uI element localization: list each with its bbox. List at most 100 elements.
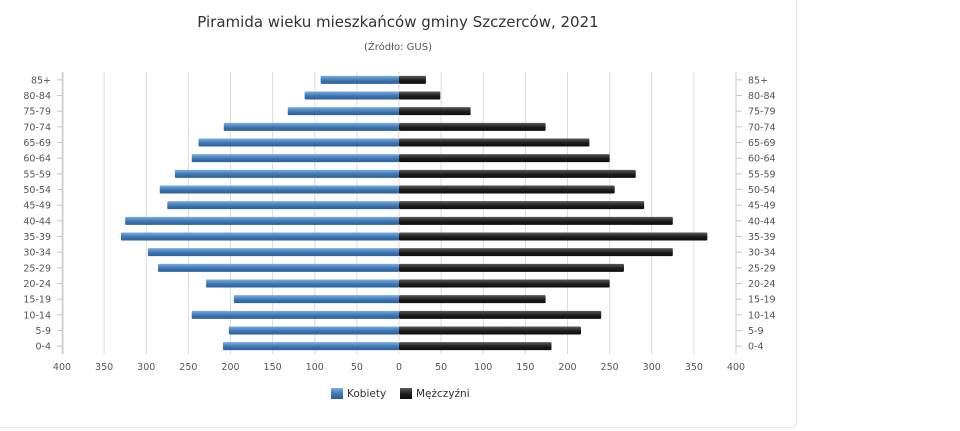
x-tick-label: 400 xyxy=(727,362,745,373)
age-labels-left: 85+ 80-84 75-79 70-74 65-69 60-64 55-59 50-54 45… xyxy=(23,75,63,353)
age-label: 45-49 xyxy=(23,201,51,212)
age-label: 30-34 xyxy=(748,248,776,259)
age-label: 70-74 xyxy=(23,122,51,133)
age-label: 55-59 xyxy=(23,169,51,180)
age-label: 30-34 xyxy=(23,248,51,259)
age-label: 50-54 xyxy=(23,185,51,196)
bar-mezczyzni xyxy=(399,326,581,335)
age-labels-right: 85+ 80-84 75-79 70-74 65-69 60-64 55-59 50-54 45… xyxy=(736,75,776,353)
age-label: 65-69 xyxy=(748,138,776,149)
age-label: 25-29 xyxy=(23,263,51,274)
x-tick-label: 0 xyxy=(396,362,402,373)
chart-subtitle: (Źródło: GUS) xyxy=(364,40,432,53)
x-tick-label: 300 xyxy=(643,362,661,373)
age-label: 60-64 xyxy=(23,154,51,165)
bar-kobiety xyxy=(198,138,399,147)
age-label: 85+ xyxy=(748,75,768,86)
population-pyramid-chart: Piramida wieku mieszkańców gminy Szczerc… xyxy=(23,13,776,400)
age-label: 80-84 xyxy=(23,91,51,102)
bar-kobiety xyxy=(228,326,399,335)
x-tick-label: 100 xyxy=(474,362,492,373)
bar-mezczyzni xyxy=(399,279,610,288)
bar-kobiety xyxy=(233,295,399,304)
age-label: 10-14 xyxy=(23,310,51,321)
age-label: 50-54 xyxy=(748,185,776,196)
x-tick-label: 50 xyxy=(435,362,447,373)
bar-kobiety xyxy=(125,216,399,225)
x-tick-label: 350 xyxy=(685,362,703,373)
x-tick-label: 200 xyxy=(221,362,239,373)
x-tick-label: 300 xyxy=(137,362,155,373)
age-label: 40-44 xyxy=(23,216,51,227)
x-tick-label: 250 xyxy=(179,362,197,373)
x-tick-label: 150 xyxy=(516,362,534,373)
age-label: 0-4 xyxy=(35,342,51,353)
bar-mezczyzni xyxy=(399,342,552,351)
bar-kobiety xyxy=(223,122,399,131)
legend-swatch-kobiety xyxy=(331,388,343,399)
bar-mezczyzni xyxy=(399,169,636,178)
age-label: 0-4 xyxy=(748,342,764,353)
legend-label-mezczyzni: Mężczyźni xyxy=(416,388,470,400)
age-label: 55-59 xyxy=(748,169,776,180)
bar-kobiety xyxy=(304,91,399,100)
bar-mezczyzni xyxy=(399,75,426,84)
age-label: 15-19 xyxy=(23,295,51,306)
bar-mezczyzni xyxy=(399,138,590,147)
age-label: 80-84 xyxy=(748,91,776,102)
bar-kobiety xyxy=(159,185,399,194)
bar-mezczyzni xyxy=(399,248,673,257)
bar-kobiety xyxy=(222,342,399,351)
age-label: 5-9 xyxy=(35,326,51,337)
bar-kobiety xyxy=(191,154,399,163)
age-label: 75-79 xyxy=(23,107,51,118)
x-tick-label: 400 xyxy=(53,362,71,373)
age-label: 10-14 xyxy=(748,310,776,321)
bar-kobiety xyxy=(174,169,399,178)
bar-mezczyzni xyxy=(399,295,546,304)
x-tick-label: 100 xyxy=(306,362,324,373)
bar-mezczyzni xyxy=(399,232,708,241)
chart-container: Piramida wieku mieszkańców gminy Szczerc… xyxy=(0,0,797,428)
age-label: 35-39 xyxy=(23,232,51,243)
age-label: 45-49 xyxy=(748,201,776,212)
age-label: 20-24 xyxy=(23,279,51,290)
bar-kobiety xyxy=(287,107,399,116)
age-label: 40-44 xyxy=(748,216,776,227)
x-axis-ticks: 400 350 300 250 200 150 100 50 0 50 100 150 200 250 30… xyxy=(53,362,745,373)
legend: Kobiety Mężczyźni xyxy=(331,388,470,400)
legend-swatch-mezczyzni xyxy=(400,388,412,399)
bar-mezczyzni xyxy=(399,154,610,163)
age-label: 35-39 xyxy=(748,232,776,243)
bar-kobiety xyxy=(147,248,399,257)
age-label: 15-19 xyxy=(748,295,776,306)
chart-title: Piramida wieku mieszkańców gminy Szczerc… xyxy=(197,13,598,31)
age-label: 75-79 xyxy=(748,107,776,118)
bar-mezczyzni xyxy=(399,91,441,100)
bar-mezczyzni xyxy=(399,216,673,225)
bar-kobiety xyxy=(167,201,399,210)
bar-kobiety xyxy=(120,232,399,241)
age-label: 70-74 xyxy=(748,122,776,133)
x-tick-label: 250 xyxy=(601,362,619,373)
bar-mezczyzni xyxy=(399,185,615,194)
age-label: 5-9 xyxy=(748,326,764,337)
bar-kobiety xyxy=(191,310,399,319)
bar-mezczyzni xyxy=(399,107,471,116)
age-label: 20-24 xyxy=(748,279,776,290)
x-tick-label: 350 xyxy=(95,362,113,373)
bar-mezczyzni xyxy=(399,201,645,210)
bar-kobiety xyxy=(320,75,399,84)
bar-mezczyzni xyxy=(399,263,624,272)
bar-mezczyzni xyxy=(399,310,602,319)
bars xyxy=(120,75,708,351)
x-tick-label: 150 xyxy=(264,362,282,373)
age-label: 60-64 xyxy=(748,154,776,165)
age-label: 25-29 xyxy=(748,263,776,274)
bar-kobiety xyxy=(158,263,399,272)
bar-kobiety xyxy=(206,279,399,288)
legend-label-kobiety: Kobiety xyxy=(347,388,386,400)
grid-lines xyxy=(61,72,737,354)
bar-mezczyzni xyxy=(399,122,546,131)
age-label: 65-69 xyxy=(23,138,51,149)
